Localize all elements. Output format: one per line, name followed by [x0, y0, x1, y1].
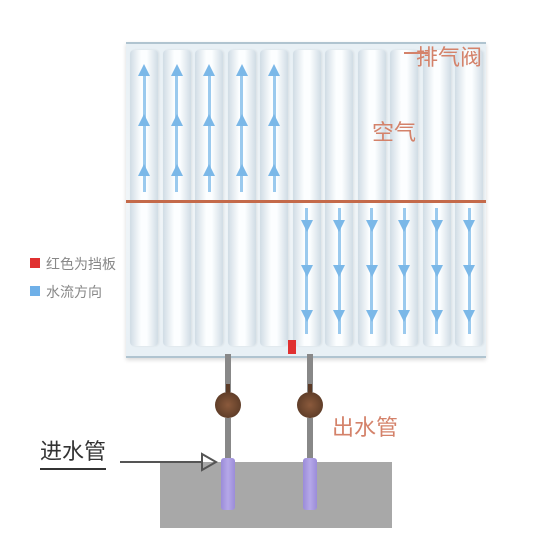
flow-arrow-head [236, 164, 248, 176]
flow-arrow-head [301, 265, 313, 277]
baffle-vertical [288, 340, 296, 354]
flow-arrow-head [138, 114, 150, 126]
baffle-horizontal [126, 200, 486, 203]
flow-arrow-head [236, 64, 248, 76]
flow-arrow-head [236, 114, 248, 126]
flow-arrow-head [398, 220, 410, 232]
flow-arrow-head [333, 220, 345, 232]
flow-arrow-head [203, 164, 215, 176]
flow-arrow-head [366, 310, 378, 322]
flow-arrow-head [138, 64, 150, 76]
inlet-label: 进水管 [40, 434, 106, 470]
flow-arrow-head [366, 265, 378, 277]
flow-arrow-head [398, 310, 410, 322]
flow-arrow-head [171, 114, 183, 126]
flow-arrow-head [431, 310, 443, 322]
exhaust-valve-label: 排气阀 [416, 40, 482, 72]
flow-arrow-head [203, 64, 215, 76]
flow-arrow-head [301, 310, 313, 322]
inlet-valve [215, 392, 241, 418]
outlet-label: 出水管 [332, 410, 398, 442]
flow-arrow-head [431, 220, 443, 232]
outlet-floor-pipe [303, 458, 317, 510]
flow-arrow-head [333, 265, 345, 277]
flow-arrow-head [463, 220, 475, 232]
flow-arrow-head [171, 64, 183, 76]
legend-baffle-swatch [30, 258, 40, 268]
flow-arrow-head [431, 265, 443, 277]
legend-flow-swatch [30, 286, 40, 296]
legend-baffle-text: 红色为挡板 [46, 254, 116, 274]
flow-arrow-head [268, 64, 280, 76]
flow-arrow-head [463, 310, 475, 322]
flow-arrow-head [463, 265, 475, 277]
flow-arrow-head [366, 220, 378, 232]
flow-arrow-head [268, 164, 280, 176]
flow-arrow-head [301, 220, 313, 232]
flow-arrow-head [203, 114, 215, 126]
inlet-arrow-icon [120, 450, 230, 474]
flow-arrow-head [333, 310, 345, 322]
outlet-valve [297, 392, 323, 418]
air-label: 空气 [372, 115, 416, 147]
flow-arrow-head [138, 164, 150, 176]
flow-arrow-head [398, 265, 410, 277]
flow-arrow-head [171, 164, 183, 176]
flow-arrow-head [268, 114, 280, 126]
legend-flow-text: 水流方向 [46, 282, 102, 302]
